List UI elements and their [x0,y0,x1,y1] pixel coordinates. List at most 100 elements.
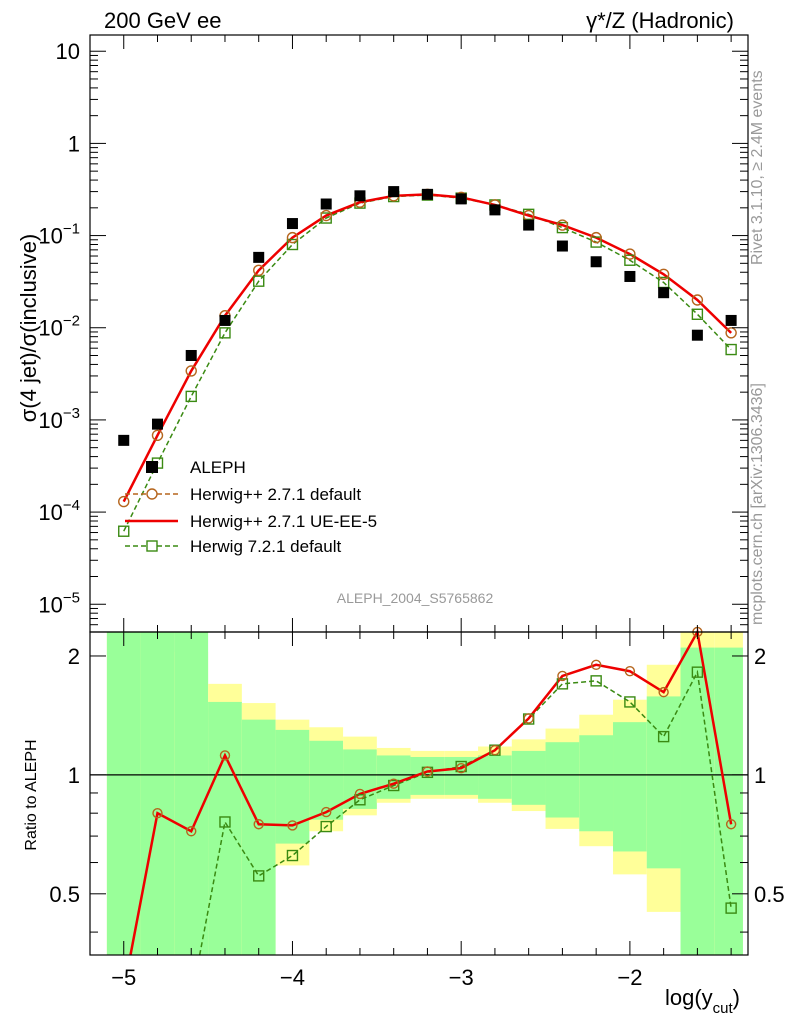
aleph-point [725,314,737,326]
herwig271-point [118,495,130,508]
main-y-axis-label: σ(4 jet)/σ(inclusive) [16,234,41,423]
legend: ALEPH Herwig++ 2.7.1 default Herwig++ 2.7.… [125,458,377,556]
aleph-point [658,287,670,299]
band-inner [208,701,242,955]
band-inner [106,632,141,955]
band-inner [646,696,681,869]
aleph-point [556,240,568,252]
aleph-point [388,186,400,198]
aleph-point [489,204,501,216]
ratio-herwig271-point [590,659,602,670]
ratio-plot-area [90,626,748,956]
herwig721-point [253,275,265,287]
ratio-herwig721-point [590,675,602,687]
aleph-point [286,218,298,230]
legend-label-aleph: ALEPH [190,458,246,477]
band-inner [174,632,209,955]
herwig721-point [725,343,737,356]
herwig721-point [219,327,231,339]
side-mcplots-label: mcplots.cern.ch [arXiv:1306.3436] [749,383,766,625]
aleph-point [185,349,197,361]
ratio-herwig721-point [219,816,231,828]
ratio-herwig721-point [320,820,332,833]
ratio-herwig721-point [624,696,636,708]
herwig271-point [320,209,332,222]
ratio-herwig271-point [725,819,737,830]
ratio-y-tick-label-right: 1 [754,763,766,788]
ratio-herwig271-point [422,766,433,777]
aleph-point [523,219,535,231]
ratio-herwig271-point [489,744,501,756]
band-inner [511,750,546,805]
main-y-tick-label: 10−5 [38,589,80,617]
ratio-herwig271-point [321,806,332,818]
aleph-point [320,198,332,210]
herwig271-point [286,231,299,244]
aleph-point [421,188,433,200]
herwig271-point [151,429,164,442]
ratio-y-tick-label-left: 0.5 [49,882,80,907]
ratio-uncertainty-bands [106,632,743,955]
x-axis-label: log(ycut) [665,985,740,1017]
ratio-herwig271-point [388,778,399,789]
herwig721-point [590,236,602,248]
band-inner [241,719,276,955]
main-plot-area [118,186,737,537]
x-tick-label: −3 [449,965,474,990]
band-inner [714,647,743,955]
ratio-herwig271-point [658,686,669,698]
ratio-frame [89,631,749,956]
ratio-herwig721-point [354,794,366,806]
side-rivet-label: Rivet 3.1.10, ≥ 2.4M events [749,70,766,265]
herwig271-point [253,264,265,276]
herwig721-point [691,308,704,320]
band-inner [376,755,411,799]
ratio-herwig721-point [387,779,400,792]
legend-label-h721: Herwig 7.2.1 default [190,537,341,556]
aleph-point [219,314,231,326]
legend-label-h271: Herwig++ 2.7.1 default [190,485,361,504]
series-ueee5-line [122,193,733,503]
main-y-tick-label: 10−2 [38,313,80,341]
analysis-watermark: ALEPH_2004_S5765862 [337,590,494,606]
ratio-herwig271-point [354,788,366,800]
ratio-y-tick-label-right: 0.5 [754,882,785,907]
series-herwig721-line [123,194,732,532]
ratio-herwig271-point [455,762,467,774]
main-y-tick-label: 10 [56,39,80,64]
ratio-ueee5-line [129,628,733,956]
aleph-point [151,418,163,430]
aleph-point [624,270,636,282]
ratio-y-tick-label-left: 2 [68,644,80,669]
main-y-tick-label: 10−4 [38,497,80,525]
ratio-herwig721-point [725,902,737,914]
legend-herwig271-marker [146,488,158,500]
aleph-point [253,251,265,263]
ratio-y-axis-label: Ratio to ALEPH [23,739,40,850]
herwig271-point [185,365,197,377]
ratio-herwig271-point [219,750,231,761]
herwig721-point [624,254,636,266]
herwig721-point [118,525,130,537]
main-frame [89,34,749,633]
ratio-herwig721-point [286,849,299,862]
ratio-herwig721-point [657,730,670,743]
left-title: 200 GeV ee [104,8,221,33]
aleph-point [691,329,703,341]
band-inner [478,755,512,799]
herwig271-point [657,268,670,281]
band-inner [613,722,647,852]
x-tick-label: −4 [280,965,305,990]
herwig271-point [590,231,602,244]
legend-herwig721-marker [146,540,158,552]
herwig271-point [624,248,636,260]
aleph-point [354,190,366,202]
main-y-tick-label: 10−1 [38,221,80,249]
ratio-herwig271-point [253,819,264,830]
ratio-herwig721-point [691,666,704,678]
x-tick-label: −5 [111,965,136,990]
legend-aleph-marker [146,461,158,473]
ratio-y-tick-label-right: 2 [754,644,766,669]
ratio-herwig721-line [198,669,732,956]
